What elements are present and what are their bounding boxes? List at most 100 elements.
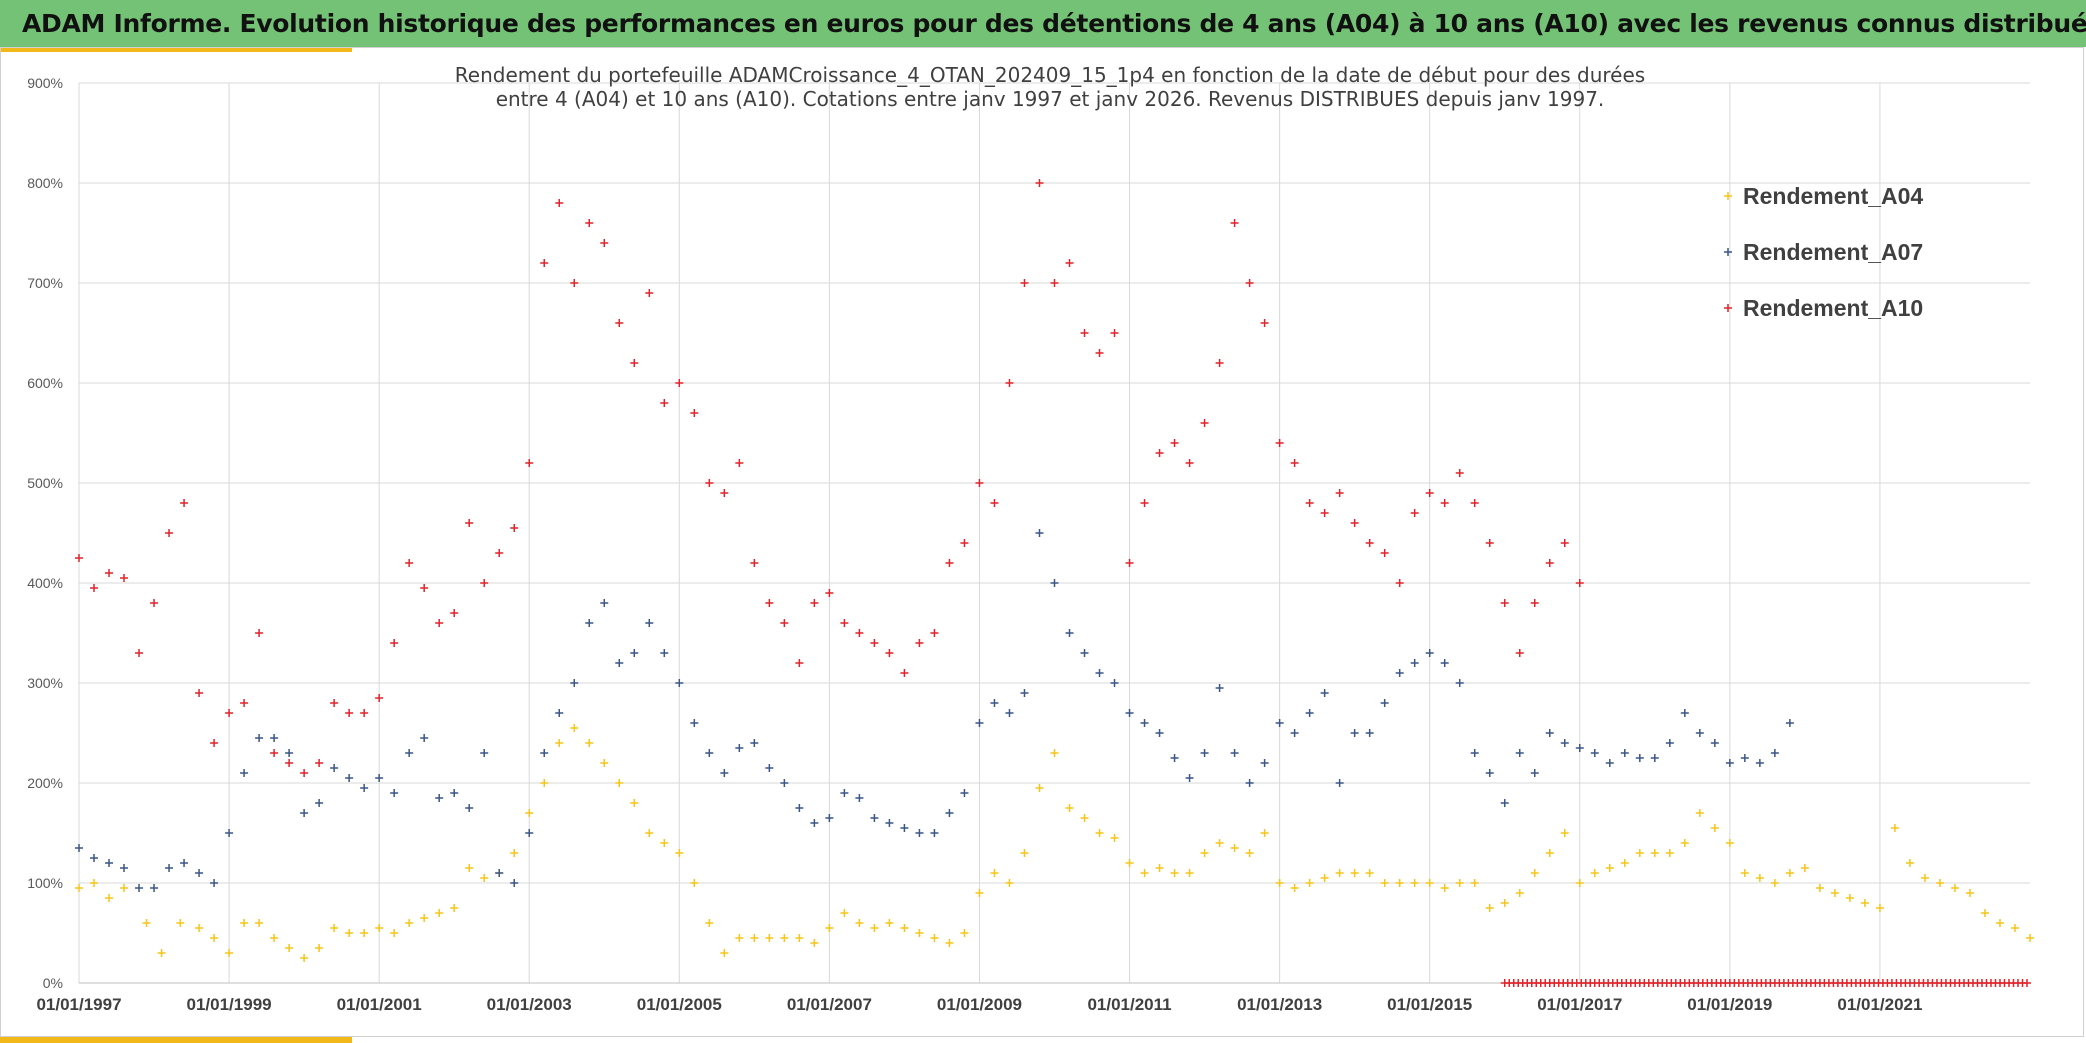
data-point-rendement-a04 [555,739,564,747]
data-point-rendement-a07 [1155,729,1164,737]
data-point-rendement-a07 [225,829,234,837]
data-point-rendement-a07 [1050,579,1059,587]
data-point-rendement-a07 [1650,754,1659,762]
data-point-rendement-a07 [1260,759,1269,767]
data-point-rendement-a04 [1590,869,1599,877]
x-tick-label: 01/01/2015 [1387,995,1472,1014]
accent-bar-top [0,47,352,52]
chart-title-line-1: Rendement du portefeuille ADAMCroissance… [455,63,1645,87]
data-point-rendement-a04 [870,924,879,932]
data-point-rendement-a07 [75,844,83,852]
data-point-rendement-a10 [1470,499,1479,507]
data-point-rendement-a07 [1020,689,1029,697]
data-point-rendement-a10 [540,259,549,267]
data-point-rendement-a07 [465,804,474,812]
data-point-rendement-a07 [825,814,834,822]
data-point-rendement-a07 [570,679,579,687]
data-point-rendement-a10 [1215,359,1224,367]
data-point-rendement-a04 [615,779,624,787]
data-point-rendement-a07 [510,879,519,887]
data-point-rendement-a07 [345,774,354,782]
data-point-rendement-a10 [1545,559,1554,567]
data-point-rendement-a04 [750,934,759,942]
data-point-rendement-a10 [510,524,519,532]
data-point-rendement-a10 [930,629,939,637]
data-point-rendement-a04 [1005,879,1014,887]
data-point-rendement-a04 [1200,849,1209,857]
data-point-rendement-a10 [705,479,714,487]
data-point-rendement-a04 [975,889,984,897]
data-point-rendement-a10 [285,759,294,767]
data-point-rendement-a07 [1215,684,1224,692]
data-point-rendement-a07 [1695,729,1704,737]
data-point-rendement-a10 [465,519,474,527]
data-point-rendement-a04 [765,934,774,942]
data-point-rendement-a07 [855,794,864,802]
data-point-rendement-a10 [960,539,969,547]
data-point-rendement-a07 [300,809,309,817]
data-point-rendement-a10 [435,619,444,627]
data-point-rendement-a04 [345,929,354,937]
data-point-rendement-a04 [855,919,864,927]
data-point-rendement-a07 [1170,754,1179,762]
data-point-rendement-a04 [300,954,309,962]
x-tick-label: 01/01/2013 [1237,995,1322,1014]
data-point-rendement-a04 [1125,859,1134,867]
data-point-rendement-a07 [1365,729,1374,737]
data-point-rendement-a04 [600,759,609,767]
data-point-rendement-a04 [2010,924,2019,932]
data-point-rendement-a07 [495,869,504,877]
data-point-rendement-a10 [615,319,624,327]
data-point-rendement-a07 [450,789,459,797]
data-point-rendement-a10 [885,649,894,657]
data-point-rendement-a07 [1290,729,1299,737]
data-point-rendement-a04 [1605,864,1614,872]
legend-marker [1724,304,1732,312]
data-point-rendement-a07 [315,799,324,807]
data-point-rendement-a07 [735,744,744,752]
data-point-rendement-a07 [1080,649,1089,657]
data-point-rendement-a04 [1515,889,1524,897]
data-point-rendement-a10 [1125,559,1134,567]
data-point-rendement-a10 [765,599,774,607]
data-point-rendement-a07 [1065,629,1074,637]
data-point-rendement-a10 [1185,459,1194,467]
data-point-rendement-a04 [720,949,729,957]
data-point-rendement-a04 [1845,894,1854,902]
data-point-rendement-a10 [1500,599,1509,607]
data-point-rendement-a04 [1230,844,1239,852]
data-point-rendement-a04 [1920,874,1929,882]
data-point-rendement-a10 [1005,379,1014,387]
data-point-rendement-a04 [735,934,744,942]
data-point-rendement-a10 [120,574,129,582]
data-point-rendement-a07 [435,794,444,802]
data-point-rendement-a07 [240,769,249,777]
data-point-rendement-a10 [405,559,414,567]
data-point-rendement-a04 [1860,899,1869,907]
data-point-rendement-a07 [1200,749,1209,757]
legend: Rendement_A04 Rendement_A07 Rendement_A10 [1724,183,1923,321]
data-point-rendement-a04 [1140,869,1149,877]
page-title: ADAM Informe. Evolution historique des p… [22,9,2086,38]
data-point-rendement-a07 [1125,709,1134,717]
y-tick-label: 800% [27,175,63,191]
data-point-rendement-a10 [1455,469,1464,477]
data-point-rendement-a04 [900,924,909,932]
data-point-rendement-a10 [630,359,639,367]
data-point-rendement-a07 [1005,709,1014,717]
data-point-rendement-a10 [75,554,83,562]
data-point-rendement-a07 [525,829,534,837]
data-point-rendement-a04 [990,869,999,877]
legend-marker [1724,248,1732,256]
data-point-rendement-a10 [135,649,144,657]
data-point-rendement-a04 [1485,904,1494,912]
data-point-rendement-a07 [1620,749,1629,757]
data-point-rendement-a04 [1290,884,1299,892]
data-point-rendement-a07 [1095,669,1104,677]
data-point-rendement-a04 [1110,834,1119,842]
data-point-rendement-a04 [1680,839,1689,847]
data-point-rendement-a07 [840,789,849,797]
data-point-rendement-a07 [1710,739,1719,747]
data-point-rendement-a10 [600,239,609,247]
data-point-rendement-a10 [690,409,699,417]
